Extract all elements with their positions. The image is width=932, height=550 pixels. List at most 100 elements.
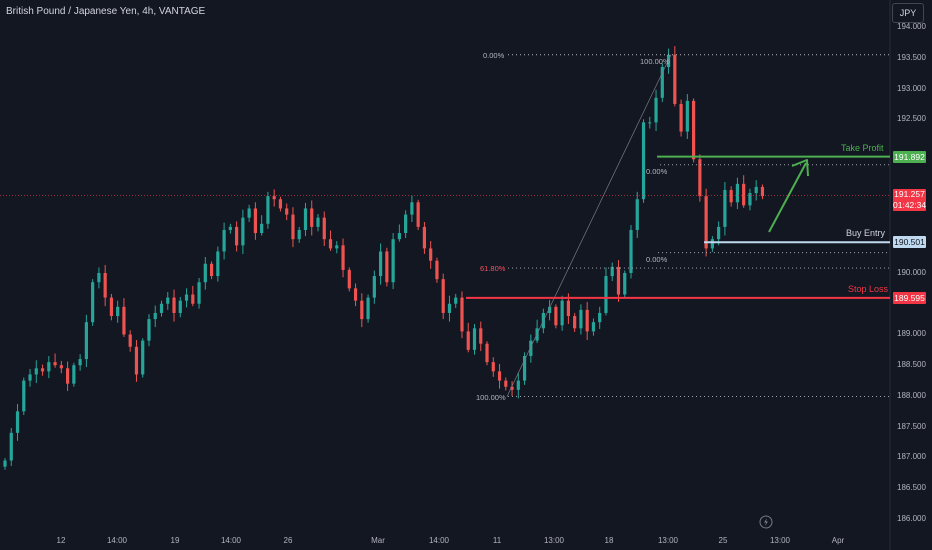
candle-body <box>84 322 88 360</box>
candle-body <box>573 316 577 329</box>
price-tick-label: 187.500 <box>897 421 926 431</box>
candle-body <box>504 380 508 387</box>
candle-body <box>717 226 721 240</box>
time-tick-label: 13:00 <box>657 536 679 545</box>
candle-body <box>422 226 427 249</box>
candle-body <box>479 328 483 344</box>
candle-body <box>485 343 489 363</box>
target-arrow-head <box>791 159 809 177</box>
currency-button[interactable]: JPY <box>892 3 924 23</box>
candle-body <box>454 297 458 304</box>
candle-body <box>748 193 752 206</box>
candle-body <box>604 276 608 313</box>
candle-body <box>178 300 182 313</box>
price-tick-label: 192.500 <box>897 114 926 124</box>
candle-body <box>497 371 502 381</box>
candle-body <box>28 374 32 381</box>
price-tick-label: 187.000 <box>897 452 926 462</box>
time-tick-label: 13:00 <box>543 536 565 545</box>
candle-body <box>235 226 239 246</box>
candle-body <box>491 362 495 372</box>
candle-body <box>341 245 345 270</box>
candle-body <box>159 303 164 313</box>
time-tick-label: 13:00 <box>769 536 791 545</box>
time-tick-label: 12 <box>56 536 66 545</box>
candle-body <box>141 340 145 375</box>
candle-body <box>191 294 195 304</box>
time-tick-label: Apr <box>831 536 845 545</box>
fib-trend-line <box>506 54 672 397</box>
candle-body <box>379 251 383 277</box>
candle-body <box>322 217 326 240</box>
fib-level-label: 0.00% <box>646 166 668 176</box>
candle-body <box>285 208 289 215</box>
candle-body <box>391 239 395 283</box>
candle-body <box>272 196 276 200</box>
candle-body <box>247 208 251 218</box>
candle-body <box>410 202 414 215</box>
candle-body <box>22 380 26 412</box>
candle-body <box>472 328 477 350</box>
candle-body <box>260 223 264 234</box>
time-tick-label: Mar <box>371 536 385 545</box>
candle-body <box>203 263 207 283</box>
candle-body <box>297 229 301 240</box>
candle-body <box>623 273 627 295</box>
candle-body <box>729 190 733 203</box>
candle-body <box>34 368 38 375</box>
price-tick-label: 193.500 <box>897 52 926 62</box>
fib-level-label: 100.00% <box>640 56 670 66</box>
candle-body <box>153 312 157 320</box>
candle-body <box>3 460 7 467</box>
candle-body <box>209 263 214 277</box>
candle-body <box>72 365 76 384</box>
candle-body <box>754 186 758 194</box>
candle-body <box>385 251 389 283</box>
candle-body <box>666 54 671 68</box>
candle-body <box>291 214 295 240</box>
buy-entry-price-tag: 190.501 <box>893 236 926 249</box>
candle-body <box>616 266 621 295</box>
candle-body <box>648 122 652 124</box>
candle-body <box>328 239 333 249</box>
candle-body <box>735 183 740 203</box>
price-tick-label: 188.000 <box>897 390 926 400</box>
candle-body <box>241 217 245 246</box>
candle-body <box>673 54 677 104</box>
candle-body <box>641 122 646 200</box>
candle-body <box>310 208 314 227</box>
candle-body <box>404 214 408 234</box>
time-tick-label: 14:00 <box>106 536 128 545</box>
candle-body <box>760 186 765 197</box>
time-tick-label: 18 <box>604 536 614 545</box>
candle-body <box>516 380 520 390</box>
candle-body <box>654 97 658 123</box>
current-price-tag: 191.257 01:42:34 <box>893 188 926 211</box>
candle-body <box>510 386 514 390</box>
candle-body <box>15 411 20 433</box>
candle-body <box>441 279 445 313</box>
fib-level-label: 0.00% <box>646 254 668 264</box>
candle-body <box>554 306 558 326</box>
time-tick-label: 26 <box>283 536 293 545</box>
candle-body <box>685 100 689 132</box>
candle-body <box>397 233 401 240</box>
candle-body <box>197 282 201 304</box>
candle-body <box>660 67 664 98</box>
candle-body <box>591 322 596 332</box>
candle-body <box>692 100 696 160</box>
candle-body <box>128 334 132 347</box>
candle-body <box>122 306 126 335</box>
fib-level-label: 100.00% <box>476 392 506 402</box>
price-tick-label: 189.000 <box>897 329 926 339</box>
candle-body <box>579 309 583 329</box>
candle-body <box>335 245 339 249</box>
fib-level-label: 61.80% <box>480 264 506 274</box>
target-arrow <box>768 162 807 233</box>
candle-body <box>435 260 439 280</box>
candle-body <box>372 276 376 298</box>
candle-body <box>78 359 82 366</box>
candle-body <box>585 309 589 332</box>
replay-lightning-icon[interactable] <box>759 515 773 529</box>
